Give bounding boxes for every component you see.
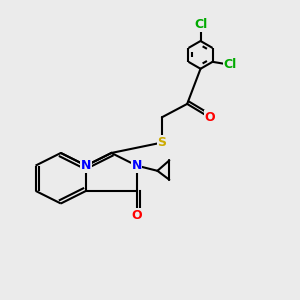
Text: Cl: Cl xyxy=(194,18,207,31)
Text: N: N xyxy=(81,159,91,172)
Text: Cl: Cl xyxy=(224,58,237,71)
Text: N: N xyxy=(131,159,142,172)
Text: O: O xyxy=(131,209,142,222)
Text: S: S xyxy=(158,136,166,149)
Text: O: O xyxy=(204,111,215,124)
